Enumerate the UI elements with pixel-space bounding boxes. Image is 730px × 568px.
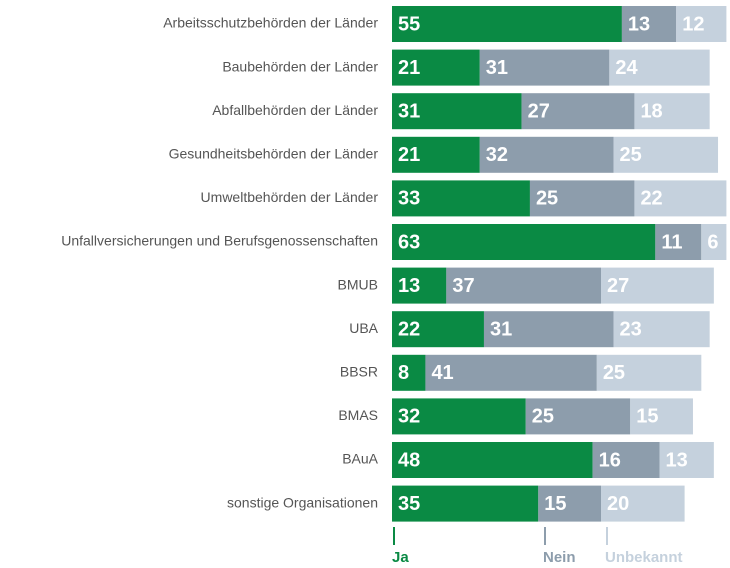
bar-segment bbox=[592, 442, 660, 478]
bar-segment bbox=[392, 224, 656, 260]
bar-segment bbox=[392, 354, 426, 391]
value-label: 23 bbox=[620, 318, 642, 340]
bar-segment bbox=[392, 93, 522, 130]
category-label: BMAS bbox=[338, 407, 378, 423]
legend-label: Ja bbox=[392, 549, 409, 566]
value-label: 25 bbox=[603, 362, 625, 384]
value-label: 15 bbox=[636, 406, 658, 428]
bar-segment bbox=[479, 136, 614, 173]
category-label: BAuA bbox=[342, 451, 378, 467]
category-label: BBSR bbox=[340, 364, 378, 380]
bar-segment bbox=[613, 311, 710, 348]
bar-segment bbox=[630, 398, 693, 435]
value-label: 31 bbox=[398, 100, 420, 122]
category-label: Abfallbehörden der Länder bbox=[212, 102, 378, 118]
bar-segment bbox=[392, 267, 447, 304]
bar-segment bbox=[392, 6, 622, 42]
value-label: 6 bbox=[707, 231, 718, 253]
category-label: Unfallversicherungen und Berufsgenossens… bbox=[61, 233, 378, 249]
value-label: 27 bbox=[528, 100, 550, 122]
value-label: 41 bbox=[431, 362, 453, 384]
value-label: 13 bbox=[628, 13, 650, 35]
value-label: 20 bbox=[607, 493, 629, 515]
value-label: 8 bbox=[398, 362, 409, 384]
value-label: 11 bbox=[661, 231, 682, 253]
value-label: 25 bbox=[532, 406, 554, 428]
value-label: 18 bbox=[640, 100, 662, 122]
value-label: 27 bbox=[607, 275, 629, 297]
value-label: 32 bbox=[486, 144, 508, 166]
bar-segment bbox=[392, 49, 480, 86]
category-label: Umweltbehörden der Länder bbox=[201, 189, 379, 205]
bar-segment bbox=[601, 485, 685, 522]
bar-segment bbox=[609, 49, 710, 86]
bar-segment bbox=[538, 485, 601, 522]
bar-segment bbox=[392, 180, 530, 217]
bar-segment bbox=[659, 442, 714, 478]
bar-segment bbox=[392, 398, 526, 435]
value-label: 15 bbox=[544, 493, 566, 515]
value-label: 31 bbox=[490, 318, 512, 340]
value-label: 21 bbox=[398, 57, 420, 79]
bar-segment bbox=[676, 6, 727, 42]
bar-segment bbox=[479, 49, 610, 86]
value-label: 63 bbox=[398, 231, 420, 253]
bar-segment bbox=[634, 180, 727, 217]
bar-segment bbox=[596, 354, 702, 391]
bar-segment bbox=[392, 442, 593, 478]
category-label: Arbeitsschutzbehörden der Länder bbox=[163, 15, 378, 31]
category-label: BMUB bbox=[338, 276, 378, 292]
legend-label: Nein bbox=[543, 549, 576, 566]
value-label: 25 bbox=[536, 188, 558, 210]
value-label: 55 bbox=[398, 13, 420, 35]
category-label: sonstige Organisationen bbox=[227, 494, 378, 510]
bar-segment bbox=[483, 311, 614, 348]
bar-segment bbox=[446, 267, 601, 304]
value-label: 16 bbox=[599, 449, 621, 471]
bar-segment bbox=[392, 485, 539, 522]
value-label: 22 bbox=[398, 318, 420, 340]
value-label: 13 bbox=[398, 275, 420, 297]
value-label: 13 bbox=[666, 449, 688, 471]
value-label: 21 bbox=[398, 144, 420, 166]
bar-segment bbox=[601, 267, 714, 304]
bar-segment bbox=[529, 180, 635, 217]
value-label: 32 bbox=[398, 406, 420, 428]
value-label: 25 bbox=[620, 144, 642, 166]
value-label: 48 bbox=[398, 449, 420, 471]
category-label: Baubehörden der Länder bbox=[222, 58, 378, 74]
value-label: 24 bbox=[615, 57, 638, 79]
value-label: 31 bbox=[486, 57, 508, 79]
bar-segment bbox=[392, 136, 480, 173]
legend-label: Unbekannt bbox=[605, 549, 683, 566]
value-label: 37 bbox=[452, 275, 474, 297]
bar-segment bbox=[392, 311, 484, 348]
bar-segment bbox=[634, 93, 710, 130]
bar-segment bbox=[701, 224, 727, 260]
bar-segment bbox=[521, 93, 635, 130]
category-label: UBA bbox=[349, 320, 378, 336]
value-label: 33 bbox=[398, 188, 420, 210]
category-label: Gesundheitsbehörden der Länder bbox=[169, 146, 379, 162]
value-label: 35 bbox=[398, 493, 420, 515]
bar-segment bbox=[621, 6, 677, 42]
bar-segment bbox=[655, 224, 702, 260]
value-label: 12 bbox=[682, 13, 704, 35]
bar-segment bbox=[613, 136, 719, 173]
bar-segment bbox=[525, 398, 631, 435]
value-label: 22 bbox=[640, 188, 662, 210]
bar-segment bbox=[425, 354, 597, 391]
